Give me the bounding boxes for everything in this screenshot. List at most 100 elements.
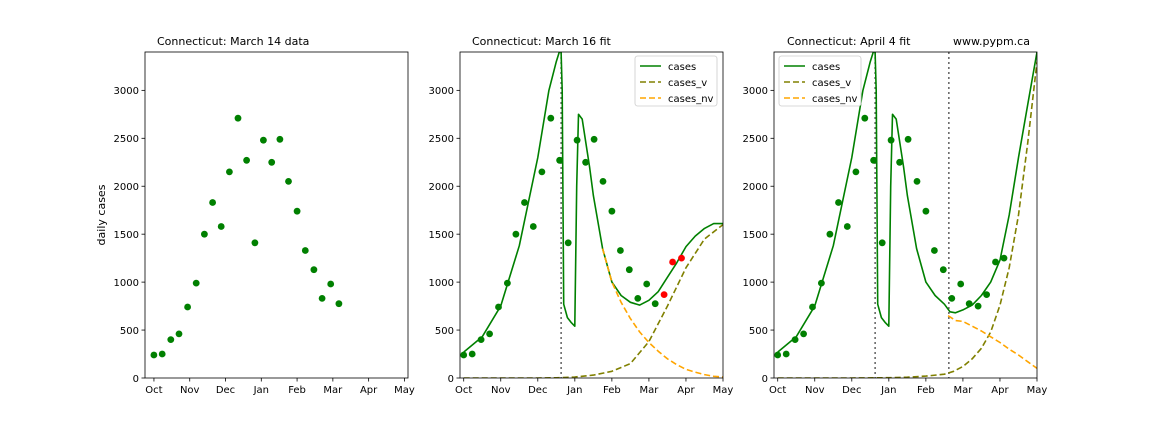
data-point bbox=[965, 300, 973, 308]
data-point bbox=[556, 156, 563, 164]
data-point bbox=[590, 135, 598, 143]
data-point bbox=[538, 168, 546, 176]
legend-box bbox=[634, 55, 718, 107]
series-line-cases-v bbox=[777, 61, 1037, 378]
y-tick-label: 2000 bbox=[114, 182, 139, 193]
data-point bbox=[835, 199, 842, 206]
x-tick-label: Jan bbox=[880, 385, 896, 396]
data-point bbox=[335, 300, 343, 308]
data-point bbox=[521, 199, 528, 206]
data-point bbox=[974, 302, 982, 310]
data-point bbox=[599, 178, 607, 185]
data-point bbox=[547, 114, 555, 122]
y-tick-label: 3000 bbox=[743, 86, 768, 97]
data-point bbox=[826, 230, 834, 238]
legend-box bbox=[778, 55, 862, 107]
y-tick-label: 1000 bbox=[743, 278, 768, 289]
data-point bbox=[843, 223, 851, 230]
data-point bbox=[791, 336, 799, 343]
x-tick-label: Apr bbox=[677, 385, 695, 396]
data-point bbox=[852, 168, 860, 176]
data-point bbox=[217, 223, 225, 230]
x-tick-label: Mar bbox=[323, 385, 343, 396]
x-tick-label: May bbox=[713, 385, 734, 396]
legend-label-cases-v: cases_v bbox=[812, 78, 851, 89]
x-tick-label: Dec bbox=[842, 385, 861, 396]
data-point bbox=[175, 330, 183, 338]
x-tick-label: May bbox=[1027, 385, 1048, 396]
data-point bbox=[209, 199, 217, 206]
series-line-cases bbox=[777, 52, 1037, 353]
panel-april-4-fit: Connecticut: April 4 fit www.pypm.ca 0 50… bbox=[743, 35, 1048, 396]
data-point bbox=[184, 303, 192, 311]
y-tick-label: 1500 bbox=[114, 230, 139, 241]
legend-label-cases-v: cases_v bbox=[668, 78, 707, 89]
y-tick-label: 2500 bbox=[114, 134, 139, 145]
x-tick-label: Mar bbox=[639, 385, 659, 396]
y-tick-label: 0 bbox=[133, 374, 139, 385]
panel-title: Connecticut: April 4 fit bbox=[787, 35, 911, 48]
x-tick-label: Dec bbox=[216, 385, 235, 396]
data-point bbox=[167, 336, 175, 343]
data-point bbox=[608, 207, 616, 215]
x-tick-label: Apr bbox=[991, 385, 1009, 396]
x-tick-label: Mar bbox=[953, 385, 973, 396]
x-tick-label: Feb bbox=[603, 385, 621, 396]
data-point bbox=[564, 239, 572, 247]
axes-frame bbox=[144, 51, 409, 379]
data-point bbox=[774, 351, 782, 359]
data-point bbox=[582, 158, 589, 166]
data-point bbox=[486, 330, 493, 338]
x-tick-label: May bbox=[394, 385, 415, 396]
data-point bbox=[150, 351, 158, 359]
data-point bbox=[293, 207, 301, 215]
data-point bbox=[913, 178, 921, 185]
x-tick-label: Dec bbox=[528, 385, 547, 396]
y-tick-label: 2500 bbox=[743, 134, 768, 145]
data-point bbox=[234, 114, 242, 122]
panel-title: Connecticut: March 14 data bbox=[157, 35, 309, 48]
data-point bbox=[226, 168, 233, 176]
x-tick-label: Jan bbox=[566, 385, 582, 396]
legend-label-cases: cases bbox=[812, 62, 840, 73]
data-point bbox=[922, 207, 930, 215]
data-point bbox=[460, 351, 468, 359]
legend: cases cases_v cases_nv bbox=[634, 55, 718, 107]
data-point bbox=[276, 135, 284, 143]
series-line-cases-nv bbox=[601, 248, 723, 378]
y-axis-label: daily cases bbox=[95, 184, 108, 245]
x-tick-label: Oct bbox=[145, 385, 162, 396]
data-point bbox=[268, 158, 276, 166]
data-point bbox=[251, 239, 259, 247]
data-point bbox=[512, 230, 520, 238]
x-tick-label: Apr bbox=[360, 385, 378, 396]
data-point bbox=[318, 295, 326, 302]
x-tick-label: Oct bbox=[455, 385, 472, 396]
data-point bbox=[634, 295, 642, 302]
y-tick-label: 1500 bbox=[743, 230, 768, 241]
data-point bbox=[192, 279, 200, 287]
y-tick-label: 3000 bbox=[429, 86, 454, 97]
data-point bbox=[939, 266, 947, 274]
data-point bbox=[310, 266, 318, 274]
panel-march-14-data: Connecticut: March 14 data daily cases 0… bbox=[95, 35, 415, 396]
y-tick-label: 2000 bbox=[743, 182, 768, 193]
data-point bbox=[818, 279, 825, 287]
plot-area: 0 500 1000 1500 2000 2500 3000 Oct Nov Dec Jan Feb M… bbox=[429, 51, 734, 396]
y-tick-label: 2500 bbox=[429, 134, 454, 145]
y-tick-label: 500 bbox=[749, 326, 768, 337]
y-tick-label: 3000 bbox=[114, 86, 139, 97]
data-point bbox=[1000, 254, 1008, 262]
y-tick-label: 1000 bbox=[114, 278, 139, 289]
data-point bbox=[625, 266, 633, 274]
data-point bbox=[782, 350, 790, 358]
legend-label-cases: cases bbox=[668, 62, 696, 73]
new-data-point bbox=[678, 254, 685, 262]
data-point bbox=[477, 336, 485, 343]
data-point bbox=[651, 300, 659, 308]
data-point bbox=[861, 114, 869, 122]
x-tick-label: Feb bbox=[288, 385, 306, 396]
y-tick-label: 1500 bbox=[429, 230, 454, 241]
data-point bbox=[201, 230, 208, 238]
data-point bbox=[992, 258, 999, 266]
